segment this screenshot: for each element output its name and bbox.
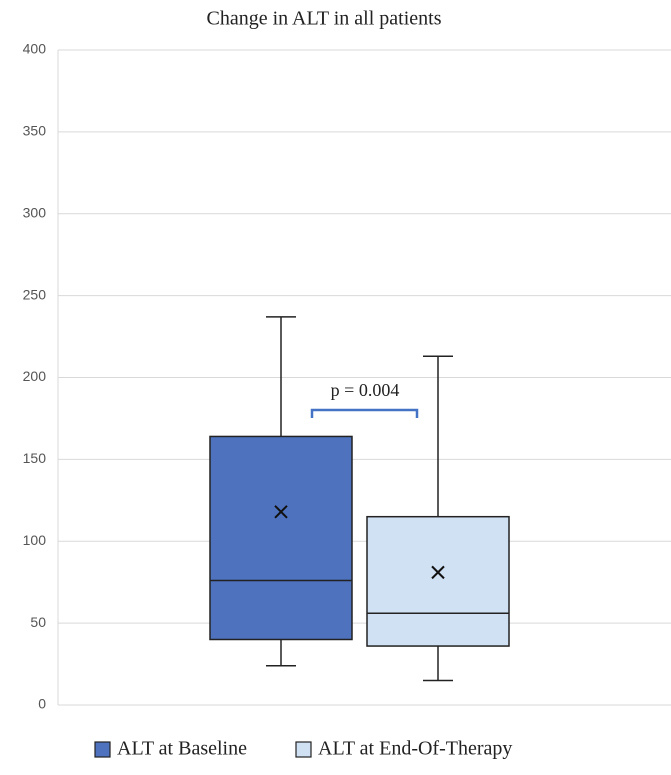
mean-marker [274,505,288,519]
y-tick-label: 400 [23,41,47,57]
significance-bracket [310,408,419,418]
y-tick-label: 50 [30,614,46,630]
y-tick-label: 200 [23,368,47,384]
legend-swatch [295,741,312,758]
legend-label: ALT at Baseline [117,738,247,760]
legend-label: ALT at End-Of-Therapy [318,738,512,760]
box [366,515,510,647]
y-tick-label: 100 [23,532,47,548]
chart-title: Change in ALT in all patients [207,8,442,30]
y-tick-label: 300 [23,204,47,220]
y-tick-label: 350 [23,123,47,139]
mean-marker [431,565,445,580]
legend-swatch [94,741,111,758]
y-tick-label: 250 [23,286,47,302]
annotation: p = 0.004 [331,380,400,400]
box [209,435,353,641]
y-tick-label: 150 [23,450,47,466]
y-tick-label: 0 [38,696,46,712]
